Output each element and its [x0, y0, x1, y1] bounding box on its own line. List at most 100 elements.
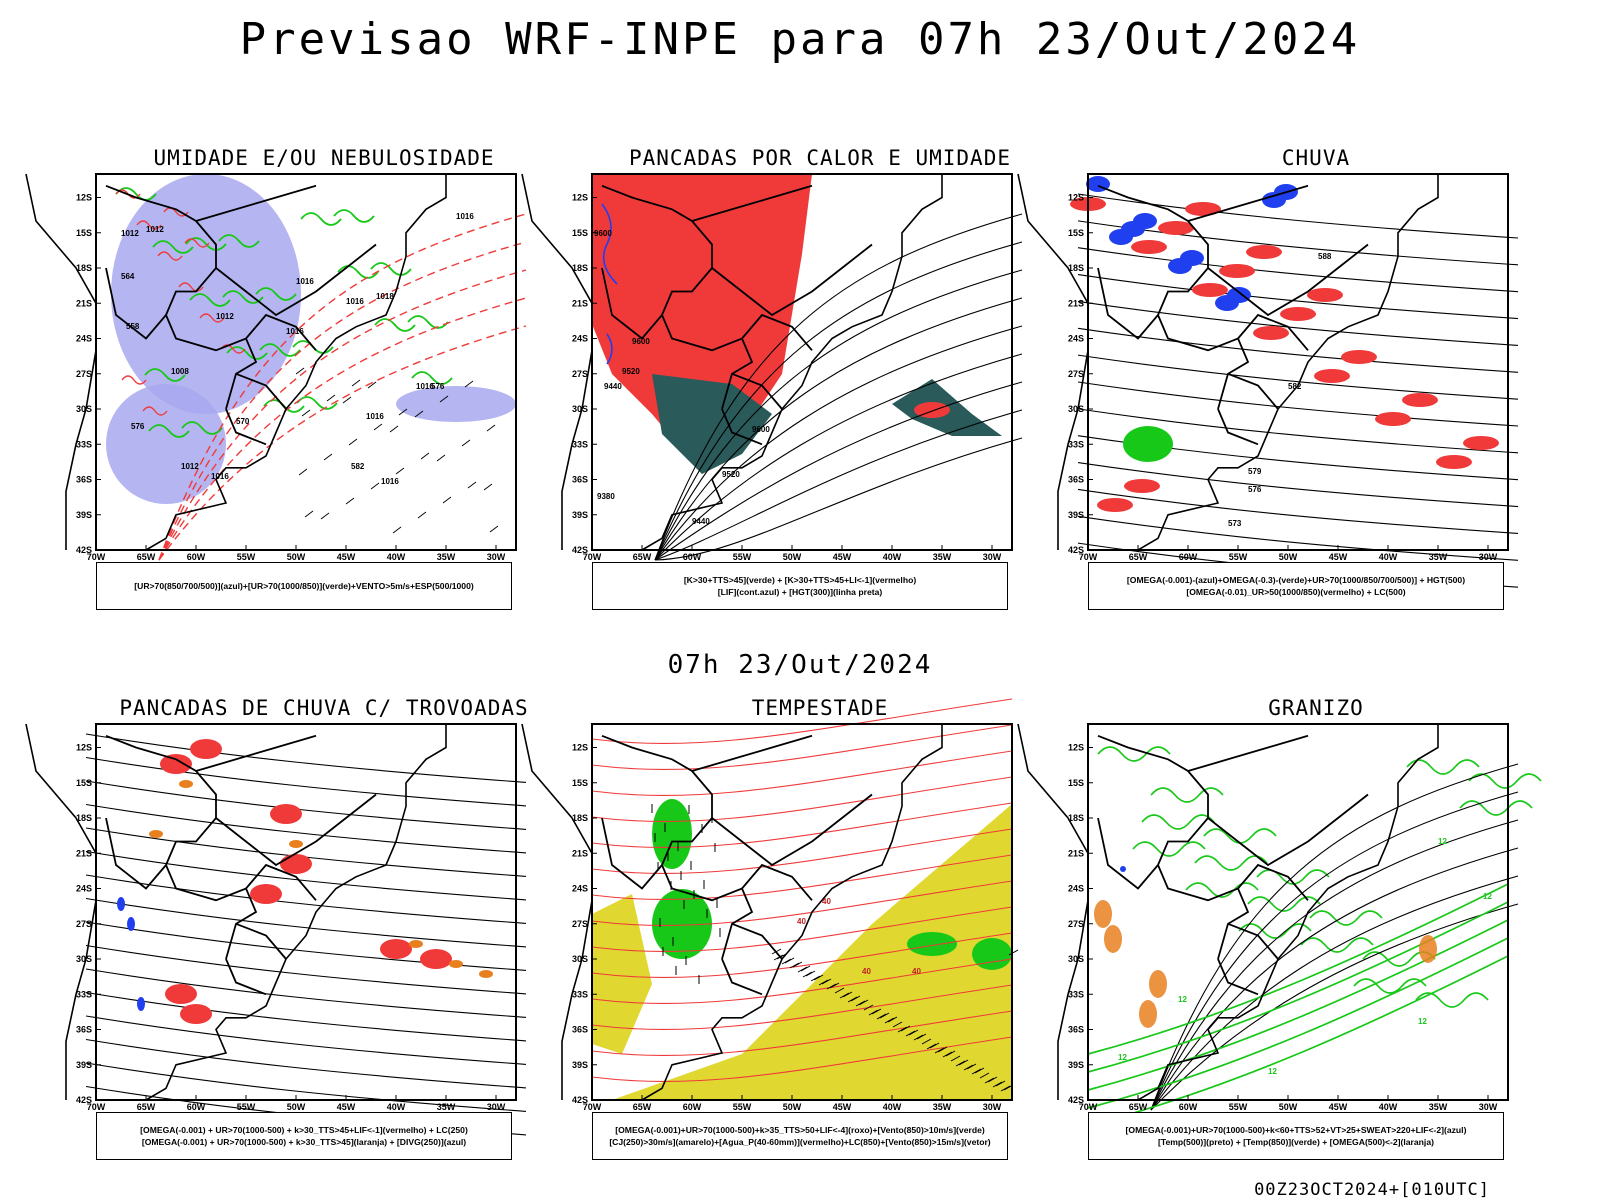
contour-label: 1016	[296, 277, 314, 286]
streamline	[1077, 515, 1519, 561]
lat-tick-label: 18S	[1068, 813, 1084, 823]
wind-arrow	[436, 454, 446, 462]
country-border	[1237, 863, 1309, 901]
lat-tick-label: 18S	[1068, 263, 1084, 273]
country-border	[601, 817, 663, 890]
contour-line	[158, 213, 527, 561]
wind-vector	[847, 996, 858, 1003]
wind-vector	[979, 1072, 990, 1079]
temp-850-contour	[1087, 955, 1509, 1127]
lon-tick-label: 40W	[883, 552, 902, 562]
humidity-contour	[144, 368, 186, 382]
wind-vector	[842, 991, 853, 998]
streamline-850	[591, 1036, 1013, 1083]
streamline	[1077, 462, 1519, 508]
contour-label: 573	[1228, 519, 1242, 528]
wind-arrow	[439, 395, 449, 403]
hail-area	[1120, 866, 1126, 872]
lat-tick-label: 15S	[572, 778, 588, 788]
lon-tick-label: 45W	[337, 1102, 356, 1112]
humidity-contour	[189, 293, 231, 307]
temp-850-contour	[1150, 787, 1224, 803]
lon-tick-label: 70W	[87, 1102, 106, 1112]
wind-vector	[821, 978, 832, 985]
temp-850-contour	[1300, 937, 1374, 953]
rain-area	[1307, 288, 1343, 302]
thickness-contour	[121, 375, 147, 385]
contour-label: 12	[1118, 1053, 1127, 1062]
jet-stream-area	[592, 894, 652, 1054]
temp-850-contour	[1141, 814, 1215, 830]
wind-arrow	[326, 394, 336, 402]
lat-tick-label: 42S	[1068, 545, 1084, 555]
streamline-850	[591, 932, 1013, 979]
contour-label: 9600	[632, 337, 650, 346]
omega-area	[1139, 1000, 1157, 1028]
legend-line-1: [K>30+TTS>45](verde) + [K>30+TTS>45+LI<-…	[683, 575, 917, 585]
streamline-850	[591, 724, 1013, 771]
streamline	[85, 780, 527, 830]
temp-850-contour	[1087, 937, 1509, 1109]
streamline	[85, 991, 527, 1042]
contour-line	[654, 325, 1023, 561]
wind-arrow	[351, 379, 361, 387]
rain-area	[1131, 240, 1167, 254]
rain-area	[1219, 264, 1255, 278]
lat-tick-label: 42S	[1068, 1095, 1084, 1105]
wind-vector	[1008, 949, 1019, 956]
wind-850-area	[972, 938, 1012, 970]
panel-legend: [OMEGA(-0.001)+UR>70(1000-500)+k>35_TTS>…	[592, 1112, 1008, 1160]
legend-line-1: [OMEGA(-0.001)+UR>70(1000-500)+k<60+TTS>…	[1125, 1125, 1467, 1135]
main-title: Previsao WRF-INPE para 07h 23/Out/2024	[239, 14, 1361, 65]
jet-stream-area	[612, 804, 1012, 1100]
rain-area	[1436, 455, 1472, 469]
contour-label: 1016	[346, 297, 364, 306]
legend-line-1: [UR>70(850/700/500)](azul)+[UR>70(1000/8…	[134, 581, 474, 591]
map-chuva: 588 582 579 576 573 12S 15S 18S 21S 24S 27S 30S 33S 3…	[1017, 173, 1519, 588]
lat-tick-label: 36S	[572, 475, 588, 485]
thunderstorm-area	[165, 984, 197, 1004]
country-border	[721, 958, 763, 996]
wind-vector	[789, 962, 800, 969]
wind-vector	[900, 1025, 911, 1032]
humidity-contour	[115, 187, 157, 201]
country-border	[225, 958, 267, 996]
country-border	[1227, 372, 1279, 410]
lon-tick-label: 30W	[487, 1102, 506, 1112]
lat-tick-label: 39S	[1068, 510, 1084, 520]
lat-tick-label: 27S	[1068, 369, 1084, 379]
contour-label: 40	[822, 897, 831, 906]
lat-tick-label: 18S	[572, 263, 588, 273]
lon-tick-label: 30W	[1479, 552, 1498, 562]
lat-tick-label: 36S	[1068, 475, 1084, 485]
country-border	[1207, 243, 1369, 317]
streamline	[1077, 193, 1519, 239]
thickness-contour	[199, 313, 225, 323]
legend-line-2: [LIF](cont.azul) + [HGT(300)](linha pret…	[717, 587, 883, 597]
lon-tick-label: 45W	[833, 552, 852, 562]
wind-vector	[834, 987, 845, 994]
lat-tick-label: 30S	[572, 954, 588, 964]
wind-vector	[839, 992, 850, 999]
temp-850-contour	[1185, 882, 1259, 898]
thunderstorm-area	[180, 1004, 212, 1024]
wind-arrow	[395, 467, 405, 475]
legend-line-1: [OMEGA(-0.001) + UR>70(1000-500) + k>30_…	[140, 1125, 468, 1135]
country-border	[1187, 184, 1309, 222]
wind-vector	[884, 1017, 895, 1024]
wind-850-area	[652, 799, 692, 869]
lat-tick-label: 42S	[572, 1095, 588, 1105]
wind-vector	[871, 1008, 882, 1015]
country-border	[215, 793, 377, 867]
wind-vector	[897, 1026, 908, 1033]
omega-area	[1094, 900, 1112, 928]
contour-label: 12	[1178, 995, 1187, 1004]
wind-vector	[913, 1034, 924, 1041]
contour-label: 1012	[121, 229, 139, 238]
rain-area	[1246, 245, 1282, 259]
rain-area	[1463, 436, 1499, 450]
lon-tick-label: 60W	[1179, 552, 1198, 562]
streamline-850	[591, 698, 1013, 745]
lat-tick-label: 39S	[572, 1060, 588, 1070]
